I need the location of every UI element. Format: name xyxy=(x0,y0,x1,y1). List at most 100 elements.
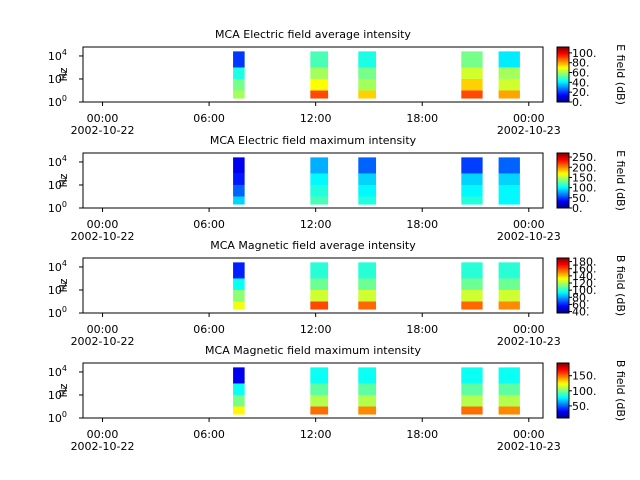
x-tick-label: 06:00 xyxy=(193,323,225,336)
colorbar-swatch xyxy=(557,153,569,155)
y-tick-label: 100 xyxy=(48,410,67,425)
colorbar-swatch xyxy=(557,80,569,82)
colorbar-swatch xyxy=(557,70,569,73)
colorbar-swatch xyxy=(557,263,569,266)
y-tick-exp: 0 xyxy=(62,200,67,209)
spectrum-cell xyxy=(233,406,245,415)
spectrum-cell xyxy=(310,406,329,415)
colorbar-swatch xyxy=(557,203,569,206)
y-tick-exp: 4 xyxy=(62,48,67,57)
colorbar-swatch xyxy=(557,288,569,291)
colorbar-swatch xyxy=(557,378,569,380)
colorbar-swatch xyxy=(557,155,569,158)
x-tick-label: 00:00 xyxy=(513,218,545,231)
colorbar-swatch xyxy=(557,59,569,62)
spectrum-cell xyxy=(461,51,483,68)
colorbar-swatch xyxy=(557,400,569,402)
colorbar-swatch xyxy=(557,47,569,49)
colorbar-swatch xyxy=(557,258,569,260)
colorbar-swatch xyxy=(557,368,569,371)
colorbar-swatch xyxy=(557,81,569,84)
colorbar-swatch xyxy=(557,285,569,288)
colorbar-tick-label: 100. xyxy=(572,385,597,398)
colorbar-label: E field (dB) xyxy=(614,150,627,211)
x-date-label: 2002-10-22 xyxy=(71,230,135,243)
colorbar-swatch xyxy=(557,53,569,56)
colorbar-swatch xyxy=(557,162,569,165)
spectrum-cell xyxy=(461,67,483,79)
x-date-label: 2002-10-22 xyxy=(71,440,135,453)
spectrum-cell xyxy=(233,173,245,185)
colorbar-swatch xyxy=(557,157,569,159)
colorbar-tick-label: 80. xyxy=(572,57,590,70)
spectrum-cell xyxy=(233,367,245,384)
spectrum-cell xyxy=(498,406,520,415)
x-tick-label: 06:00 xyxy=(193,112,225,125)
spectrum-cell xyxy=(498,262,520,279)
colorbar-swatch xyxy=(557,412,569,415)
colorbar-swatch xyxy=(557,270,569,273)
y-tick-exp: 2 xyxy=(62,282,67,291)
colorbar-swatch xyxy=(557,173,569,176)
colorbar-swatch xyxy=(557,383,569,386)
spectrum-cell xyxy=(233,90,245,99)
colorbar-swatch xyxy=(557,67,569,70)
spectrum-cell xyxy=(233,278,245,290)
y-tick-exp: 2 xyxy=(62,177,67,186)
colorbar-swatch xyxy=(557,97,569,100)
colorbar-swatch xyxy=(557,310,569,313)
spectrum-cell xyxy=(310,51,329,68)
y-axis-label: Hz xyxy=(57,383,70,397)
y-tick-label: 100 xyxy=(48,200,67,215)
x-tick-label: 00:00 xyxy=(513,428,545,441)
colorbar-tick-label: 60. xyxy=(572,67,590,80)
colorbar-swatch xyxy=(557,291,569,293)
colorbar-swatch xyxy=(557,408,569,411)
colorbar-tick-label: 100. xyxy=(572,182,597,195)
x-tick-label: 06:00 xyxy=(193,428,225,441)
spectrum-cell xyxy=(233,51,245,68)
colorbar-swatch xyxy=(557,69,569,71)
spectrum-cell xyxy=(358,78,377,91)
colorbar-swatch xyxy=(557,198,569,201)
colorbar-swatch xyxy=(557,260,569,263)
colorbar-swatch xyxy=(557,166,569,169)
colorbar-swatch xyxy=(557,390,569,393)
colorbar-tick-label: 180. xyxy=(572,256,597,269)
colorbar-swatch xyxy=(557,286,569,289)
colorbar-swatch xyxy=(557,187,569,190)
spectrum-cell xyxy=(358,184,377,197)
colorbar-swatch xyxy=(557,180,569,183)
colorbar-swatch xyxy=(557,278,569,281)
spectrum-cell xyxy=(310,184,329,197)
x-tick-label: 18:00 xyxy=(406,112,438,125)
colorbar-swatch xyxy=(557,280,569,282)
y-tick-base: 10 xyxy=(48,96,62,109)
colorbar-tick-label: 250. xyxy=(572,151,597,164)
colorbar-swatch xyxy=(557,393,569,396)
panel-title: MCA Electric field maximum intensity xyxy=(210,134,417,147)
colorbar-swatch xyxy=(557,396,569,398)
y-tick-label: 102 xyxy=(48,387,67,402)
colorbar-swatch xyxy=(557,89,569,92)
spectrum-cell xyxy=(358,173,377,185)
spectrum-cell xyxy=(310,78,329,91)
colorbar-swatch xyxy=(557,159,569,162)
colorbar-label: B field (dB) xyxy=(614,360,627,421)
spectrum-cell xyxy=(310,394,329,407)
spectrum-cell xyxy=(358,301,377,310)
spectrum-cell xyxy=(358,51,377,68)
colorbar-swatch xyxy=(557,169,569,172)
spectrum-cell xyxy=(310,196,329,205)
colorbar-swatch xyxy=(557,273,569,275)
colorbar-swatch xyxy=(557,369,569,372)
x-date-label: 2002-10-23 xyxy=(497,124,561,137)
colorbar-swatch xyxy=(557,52,569,55)
spectrum-cell xyxy=(358,157,377,174)
y-tick-label: 102 xyxy=(48,71,67,86)
colorbar-swatch xyxy=(557,267,569,270)
colorbar-swatch xyxy=(557,262,569,264)
y-tick-exp: 0 xyxy=(62,94,67,103)
colorbar-swatch xyxy=(557,375,569,378)
